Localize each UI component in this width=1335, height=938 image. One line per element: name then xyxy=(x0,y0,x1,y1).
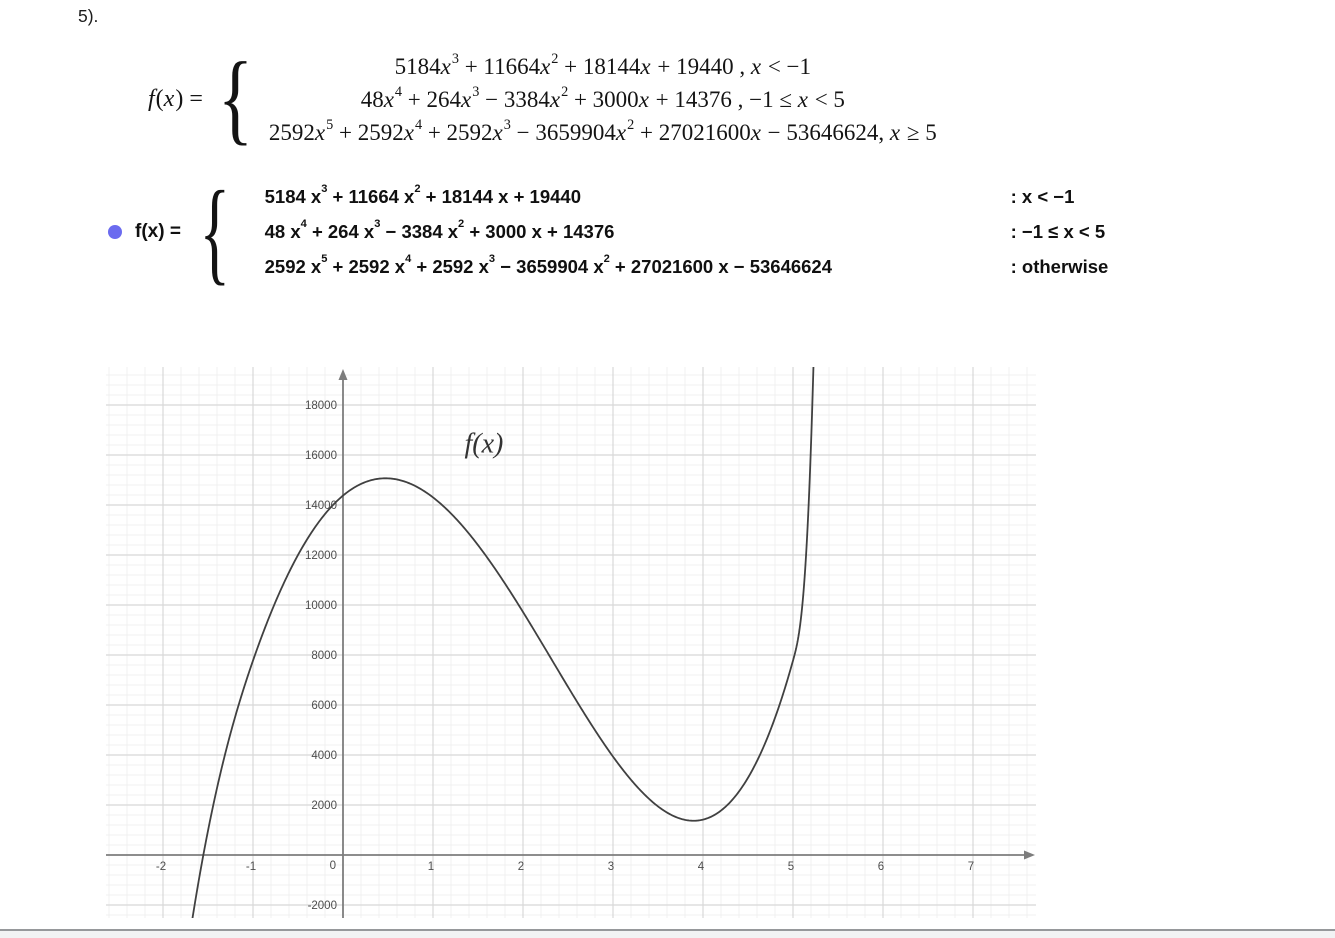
piecewise-equation-geogebra: f(x) = { 5184 x3 + 11664 x2 + 18144 x + … xyxy=(108,168,1109,296)
function-curve[interactable] xyxy=(106,367,820,918)
tick-label: 8000 xyxy=(311,650,337,662)
tick-label: -2000 xyxy=(308,900,337,912)
tick-label: 1 xyxy=(428,861,434,873)
page-bottom-edge xyxy=(0,929,1335,938)
piecewise-case-1: 5184x3 + 11664x2 + 18144x + 19440 , x < … xyxy=(394,51,812,79)
x-axis-arrow xyxy=(1024,850,1035,860)
case-condition: : otherwise xyxy=(1010,256,1109,278)
visibility-bullet-dot[interactable] xyxy=(108,225,122,240)
piecewise-equation-serif: f(x) = { 5184x3 + 11664x2 + 18144x + 194… xyxy=(148,42,946,156)
case-expression: 2592 x5 + 2592 x4 + 2592 x3 − 3659904 x2… xyxy=(264,253,833,278)
tick-label: 2000 xyxy=(311,800,337,812)
geogebra-case-3: 2592 x5 + 2592 x4 + 2592 x3 − 3659904 x2… xyxy=(251,250,1109,285)
tick-labels: -2 -1 0 1 2 3 4 5 6 7 -2000 2000 4000 6000 8000 10000 12… xyxy=(156,400,974,912)
tick-label: 5 xyxy=(788,861,794,873)
tick-label: -1 xyxy=(246,861,256,873)
tick-label: 12000 xyxy=(305,550,337,562)
left-brace: { xyxy=(199,168,231,296)
geogebra-cases: 5184 x3 + 11664 x2 + 18144 x + 19440 : x… xyxy=(251,180,1109,285)
case-expression: 48 x4 + 264 x3 − 3384 x2 + 3000 x + 1437… xyxy=(264,218,615,243)
tick-label: 10000 xyxy=(305,600,337,612)
axes xyxy=(106,369,1035,918)
tick-label: 2 xyxy=(518,861,524,873)
tick-label: 7 xyxy=(968,861,974,873)
piecewise-case-3: 2592x5 + 2592x4 + 2592x3 − 3659904x2 + 2… xyxy=(268,117,937,145)
geogebra-case-1: 5184 x3 + 11664 x2 + 18144 x + 19440 : x… xyxy=(251,180,1109,215)
tick-label: 0 xyxy=(330,860,336,872)
curve: f(x) xyxy=(106,367,820,918)
problem-number: 5). xyxy=(78,6,99,26)
function-graph[interactable]: -2 -1 0 1 2 3 4 5 6 7 -2000 2000 4000 6000 8000 10000 12… xyxy=(106,367,1036,918)
grid-minor xyxy=(106,367,1036,918)
tick-label: 6 xyxy=(878,861,884,873)
curve-label: f(x) xyxy=(464,429,503,460)
tick-label: 4 xyxy=(698,861,705,873)
graph-canvas[interactable]: -2 -1 0 1 2 3 4 5 6 7 -2000 2000 4000 6000 8000 10000 12… xyxy=(106,367,1036,918)
case-expression: 5184 x3 + 11664 x2 + 18144 x + 19440 xyxy=(264,183,581,208)
function-lhs: f(x) = xyxy=(148,86,203,112)
tick-label: 3 xyxy=(608,861,614,873)
case-condition: : x < −1 xyxy=(1010,186,1075,208)
tick-label: 4000 xyxy=(311,750,337,762)
geogebra-function-lhs: f(x) = xyxy=(135,221,181,243)
tick-label: -2 xyxy=(156,861,166,873)
geogebra-case-2: 48 x4 + 264 x3 − 3384 x2 + 3000 x + 1437… xyxy=(251,215,1109,250)
tick-label: 18000 xyxy=(305,400,337,412)
tick-label: 16000 xyxy=(305,450,337,462)
tick-label: 6000 xyxy=(311,700,337,712)
case-condition: : −1 ≤ x < 5 xyxy=(1010,221,1106,243)
left-brace: { xyxy=(217,42,253,156)
piecewise-case-2: 48x4 + 264x3 − 3384x2 + 3000x + 14376 , … xyxy=(360,84,845,112)
grid-major xyxy=(106,367,1036,918)
piecewise-cases: 5184x3 + 11664x2 + 18144x + 19440 , x < … xyxy=(260,50,946,149)
y-axis-arrow xyxy=(338,369,348,380)
